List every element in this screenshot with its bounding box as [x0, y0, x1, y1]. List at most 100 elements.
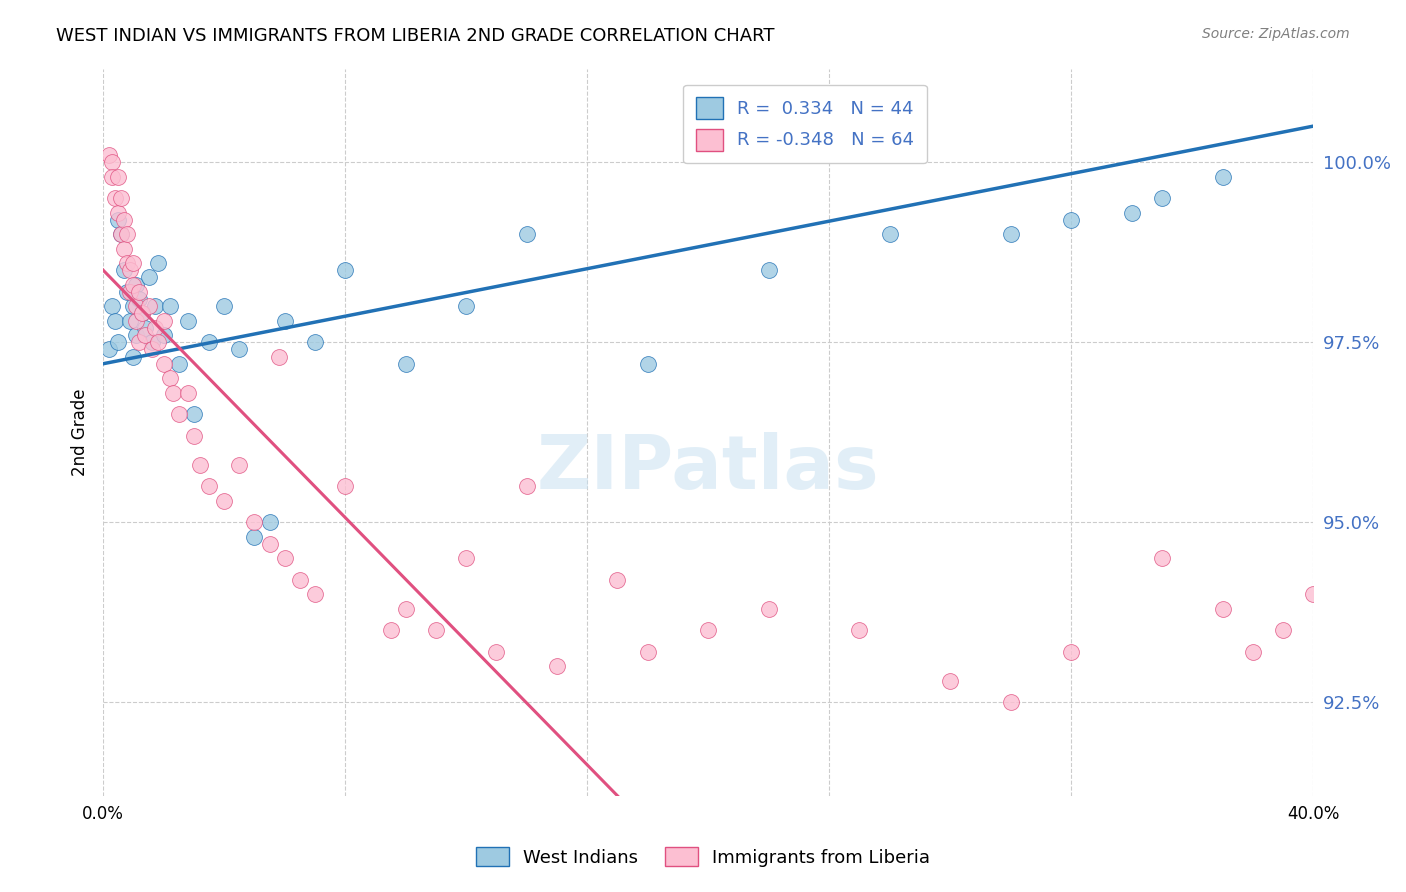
Point: [188, 458, 211, 472]
Point: [848, 623, 870, 637]
Point: [273, 551, 295, 566]
Point: [516, 227, 538, 241]
Point: [117, 227, 139, 241]
Point: [159, 371, 181, 385]
Point: [152, 327, 174, 342]
Point: [1150, 191, 1173, 205]
Point: [101, 169, 124, 184]
Point: [162, 385, 184, 400]
Text: Source: ZipAtlas.com: Source: ZipAtlas.com: [1202, 27, 1350, 41]
Point: [758, 601, 780, 615]
Point: [425, 623, 447, 637]
Point: [304, 587, 326, 601]
Point: [228, 458, 250, 472]
Point: [122, 299, 145, 313]
Point: [128, 292, 150, 306]
Point: [143, 320, 166, 334]
Point: [1000, 227, 1022, 241]
Point: [98, 148, 121, 162]
Point: [104, 191, 127, 205]
Point: [122, 256, 145, 270]
Point: [333, 263, 356, 277]
Point: [758, 263, 780, 277]
Point: [112, 212, 135, 227]
Point: [1241, 645, 1264, 659]
Point: [485, 645, 508, 659]
Point: [112, 242, 135, 256]
Text: WEST INDIAN VS IMMIGRANTS FROM LIBERIA 2ND GRADE CORRELATION CHART: WEST INDIAN VS IMMIGRANTS FROM LIBERIA 2…: [56, 27, 775, 45]
Point: [198, 479, 221, 493]
Point: [141, 335, 163, 350]
Point: [146, 335, 169, 350]
Point: [152, 313, 174, 327]
Point: [143, 299, 166, 313]
Point: [146, 256, 169, 270]
Point: [516, 479, 538, 493]
Point: [125, 299, 148, 313]
Point: [125, 277, 148, 292]
Point: [141, 343, 163, 357]
Point: [117, 285, 139, 299]
Point: [152, 357, 174, 371]
Point: [183, 428, 205, 442]
Point: [101, 155, 124, 169]
Point: [243, 515, 266, 529]
Point: [128, 285, 150, 299]
Point: [107, 212, 129, 227]
Point: [456, 551, 478, 566]
Point: [546, 659, 568, 673]
Point: [1211, 169, 1233, 184]
Point: [939, 673, 962, 688]
Point: [110, 191, 132, 205]
Point: [138, 299, 160, 313]
Point: [198, 335, 221, 350]
Point: [122, 350, 145, 364]
Point: [456, 299, 478, 313]
Point: [104, 313, 127, 327]
Point: [110, 227, 132, 241]
Point: [107, 335, 129, 350]
Point: [125, 313, 148, 327]
Point: [637, 645, 659, 659]
Point: [333, 479, 356, 493]
Point: [107, 205, 129, 219]
Point: [110, 227, 132, 241]
Point: [159, 299, 181, 313]
Point: [177, 385, 200, 400]
Point: [259, 537, 281, 551]
Point: [98, 343, 121, 357]
Point: [259, 515, 281, 529]
Point: [128, 335, 150, 350]
Point: [138, 270, 160, 285]
Point: [112, 263, 135, 277]
Point: [167, 357, 190, 371]
Point: [134, 327, 156, 342]
Point: [122, 277, 145, 292]
Point: [304, 335, 326, 350]
Legend: West Indians, Immigrants from Liberia: West Indians, Immigrants from Liberia: [468, 840, 938, 874]
Point: [120, 263, 142, 277]
Point: [1211, 601, 1233, 615]
Point: [120, 285, 142, 299]
Legend: R =  0.334   N = 44, R = -0.348   N = 64: R = 0.334 N = 44, R = -0.348 N = 64: [683, 85, 927, 163]
Point: [1272, 623, 1295, 637]
Point: [606, 573, 628, 587]
Point: [167, 407, 190, 421]
Text: ZIPatlas: ZIPatlas: [537, 432, 880, 505]
Point: [1302, 587, 1324, 601]
Point: [212, 299, 235, 313]
Point: [697, 623, 720, 637]
Point: [131, 306, 153, 320]
Point: [1060, 645, 1083, 659]
Point: [228, 343, 250, 357]
Point: [1000, 695, 1022, 709]
Point: [273, 313, 295, 327]
Point: [134, 320, 156, 334]
Point: [380, 623, 402, 637]
Point: [1150, 551, 1173, 566]
Point: [183, 407, 205, 421]
Point: [107, 169, 129, 184]
Point: [288, 573, 311, 587]
Point: [117, 256, 139, 270]
Point: [212, 493, 235, 508]
